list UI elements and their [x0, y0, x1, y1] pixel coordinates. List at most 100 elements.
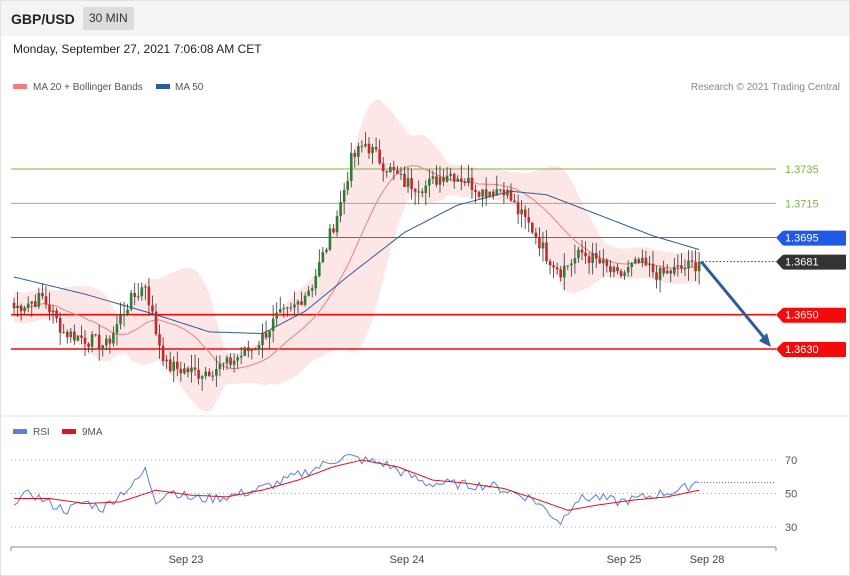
candle-body	[23, 307, 26, 312]
main-legend: MA 20 + Bollinger Bands MA 50	[13, 82, 204, 93]
candle-body	[570, 263, 573, 266]
candle-body	[80, 335, 83, 338]
candle-body	[428, 178, 431, 186]
candle-body	[424, 185, 428, 193]
candle-body	[115, 324, 119, 334]
candle-body	[58, 317, 62, 333]
candle-body	[197, 369, 200, 379]
level-label-1.3695: 1.3695	[785, 233, 819, 245]
candle-body	[318, 262, 321, 277]
forecast-arrow-head	[759, 333, 771, 347]
candle-body	[325, 249, 328, 252]
candle-body	[378, 149, 381, 164]
candle-body	[463, 181, 467, 184]
candle-body	[623, 272, 626, 277]
candle-body	[545, 242, 548, 262]
candle-body	[136, 296, 140, 298]
credit-text: Research © 2021 Trading Central	[691, 82, 840, 93]
last-price-tag-bg	[783, 254, 846, 270]
candle-body	[655, 272, 658, 280]
candle-body	[51, 310, 55, 313]
candle-body	[648, 264, 651, 266]
candle-body	[229, 357, 232, 365]
candle-body	[499, 189, 502, 191]
candle-body	[626, 267, 630, 273]
candle-body	[296, 301, 300, 305]
candle-body	[207, 371, 211, 377]
candle-body	[389, 166, 392, 173]
candle-body	[680, 265, 683, 269]
candle-body	[641, 257, 644, 263]
candle-body	[616, 267, 619, 272]
candle-body	[87, 343, 90, 347]
level-tag-pointer	[776, 342, 783, 357]
candle-body	[268, 330, 271, 338]
rsi-tick-30: 30	[785, 522, 797, 534]
candle-body	[491, 191, 495, 196]
candle-body	[271, 318, 275, 331]
candle-body	[328, 228, 332, 250]
candle-body	[403, 173, 406, 187]
candle-body	[658, 267, 662, 280]
candle-body	[399, 173, 403, 175]
candle-body	[474, 190, 477, 192]
candle-body	[257, 345, 261, 350]
candle-body	[374, 146, 378, 150]
candle-body	[357, 146, 360, 157]
candle-body	[12, 302, 16, 309]
timeframe-badge[interactable]: 30 MIN	[83, 7, 134, 30]
candle-body	[591, 253, 594, 263]
x-tick-label: Sep 24	[390, 554, 425, 566]
candle-body	[278, 309, 282, 313]
candle-body	[538, 237, 541, 249]
candle-body	[30, 301, 34, 304]
candle-body	[527, 217, 531, 223]
candle-body	[467, 177, 470, 184]
candle-body	[690, 260, 694, 262]
candle-body	[541, 242, 545, 249]
candle-body	[456, 178, 460, 182]
moving-averages	[13, 165, 700, 369]
level-label-1.3715: 1.3715	[785, 198, 819, 210]
rsi-legend: RSI 9MA	[13, 427, 103, 438]
candle-body	[602, 259, 605, 264]
candle-body	[609, 266, 612, 273]
rsi-legend-label: RSI	[33, 427, 50, 438]
level-tag-pointer	[776, 230, 783, 246]
candle-body	[566, 265, 570, 267]
candle-body	[484, 189, 488, 198]
candle-body	[633, 259, 637, 264]
candle-body	[534, 232, 538, 238]
ma50-legend-label: MA 50	[175, 82, 204, 93]
candle-body	[523, 209, 527, 218]
candle-body	[314, 276, 318, 289]
candle-body	[644, 257, 648, 266]
candle-body	[513, 200, 516, 203]
candle-body	[417, 191, 420, 193]
candle-body	[211, 375, 215, 377]
candle-body	[502, 189, 506, 196]
ma50-line	[13, 190, 700, 335]
candle-body	[516, 202, 520, 215]
candle-body	[254, 348, 257, 350]
candle-body	[431, 176, 435, 179]
candle-body	[108, 338, 112, 344]
candle-body	[161, 345, 165, 362]
candle-body	[587, 256, 591, 263]
candle-body	[62, 331, 65, 333]
candle-body	[321, 251, 325, 263]
candle-body	[392, 166, 396, 171]
candle-body	[385, 171, 389, 173]
candle-body	[122, 314, 126, 316]
candle-body	[332, 228, 335, 233]
candle-body	[445, 175, 449, 182]
candle-body	[76, 335, 80, 341]
candle-body	[531, 222, 534, 233]
candle-body	[158, 334, 161, 346]
candle-body	[577, 249, 580, 259]
candle-body	[335, 216, 339, 233]
candle-body	[619, 271, 623, 277]
candle-body	[598, 258, 602, 264]
candle-body	[310, 288, 314, 291]
candle-body	[172, 361, 176, 371]
